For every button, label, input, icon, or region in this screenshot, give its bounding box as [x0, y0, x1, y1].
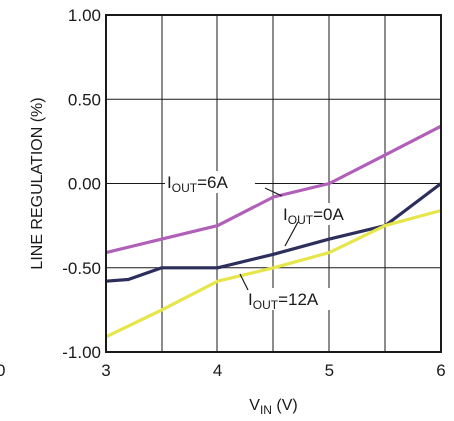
series-label-background — [246, 288, 346, 310]
y-tick-label: 0.50 — [68, 90, 101, 109]
annotation-leader — [239, 273, 249, 291]
stray-tick-label: 0 — [0, 361, 5, 380]
series-label-12a: IOUT=12A — [248, 290, 319, 312]
plot-frame — [105, 14, 442, 353]
x-tick-label: 5 — [325, 361, 334, 380]
series-line-0a — [105, 182, 442, 283]
y-tick-label: 1.00 — [68, 6, 101, 25]
x-tick-label: 3 — [101, 361, 110, 380]
y-tick-label: -0.50 — [62, 259, 101, 278]
y-axis-label: LINE REGULATION (%) — [29, 97, 46, 269]
series-label-background — [281, 203, 371, 225]
annotation-leader — [284, 221, 299, 247]
x-tick-label: 6 — [436, 361, 445, 380]
annotation-leader — [264, 187, 283, 197]
series-line-6a — [105, 124, 442, 255]
series-label-6a: IOUT=6A — [167, 173, 228, 195]
series-label-0a: IOUT=0A — [283, 205, 344, 227]
x-tick-label: 4 — [213, 361, 222, 380]
x-axis-label: VIN (V) — [249, 397, 297, 417]
series-label-background — [165, 171, 255, 193]
series-line-12a — [105, 208, 442, 339]
y-tick-label: 0.00 — [68, 175, 101, 194]
y-tick-label: -1.00 — [62, 343, 101, 362]
